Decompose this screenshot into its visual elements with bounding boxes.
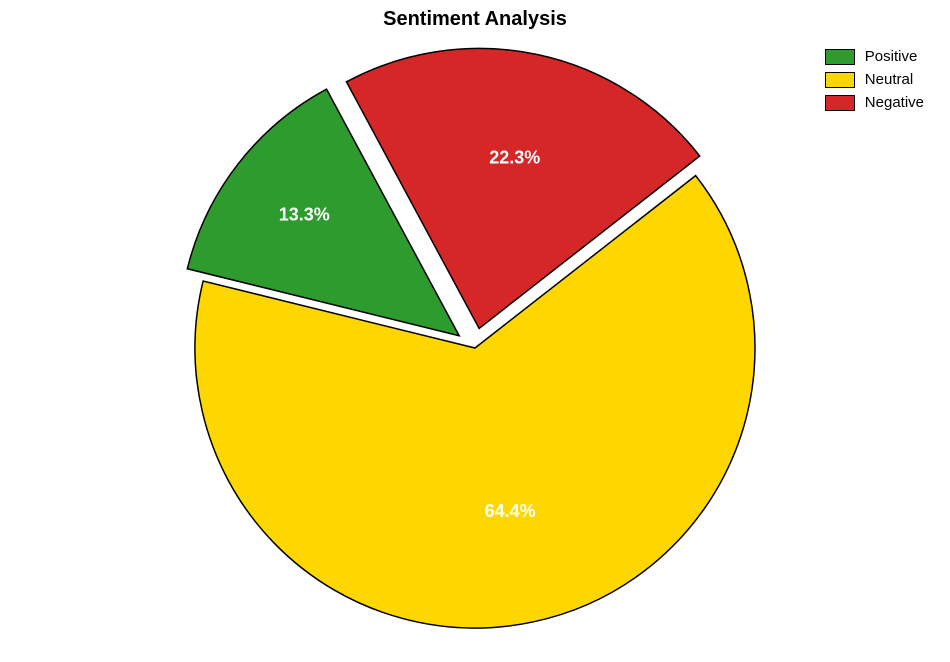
legend-swatch-neutral <box>825 72 855 88</box>
legend-label-positive: Positive <box>865 48 918 65</box>
legend-item-negative: Negative <box>825 94 924 111</box>
legend-swatch-negative <box>825 95 855 111</box>
legend-label-neutral: Neutral <box>865 71 913 88</box>
legend-label-negative: Negative <box>865 94 924 111</box>
pie-slice-label-positive: 13.3% <box>279 204 330 224</box>
legend-swatch-positive <box>825 49 855 65</box>
legend-item-neutral: Neutral <box>825 71 924 88</box>
pie-svg: 64.4% 13.3% 22.3% <box>0 0 950 662</box>
pie-slice-label-neutral: 64.4% <box>485 501 536 521</box>
legend-item-positive: Positive <box>825 48 924 65</box>
pie-slice-label-negative: 22.3% <box>489 147 540 167</box>
legend: Positive Neutral Negative <box>825 48 924 117</box>
sentiment-pie-chart: Sentiment Analysis 64.4%13.3%22.3% Posit… <box>0 0 950 662</box>
